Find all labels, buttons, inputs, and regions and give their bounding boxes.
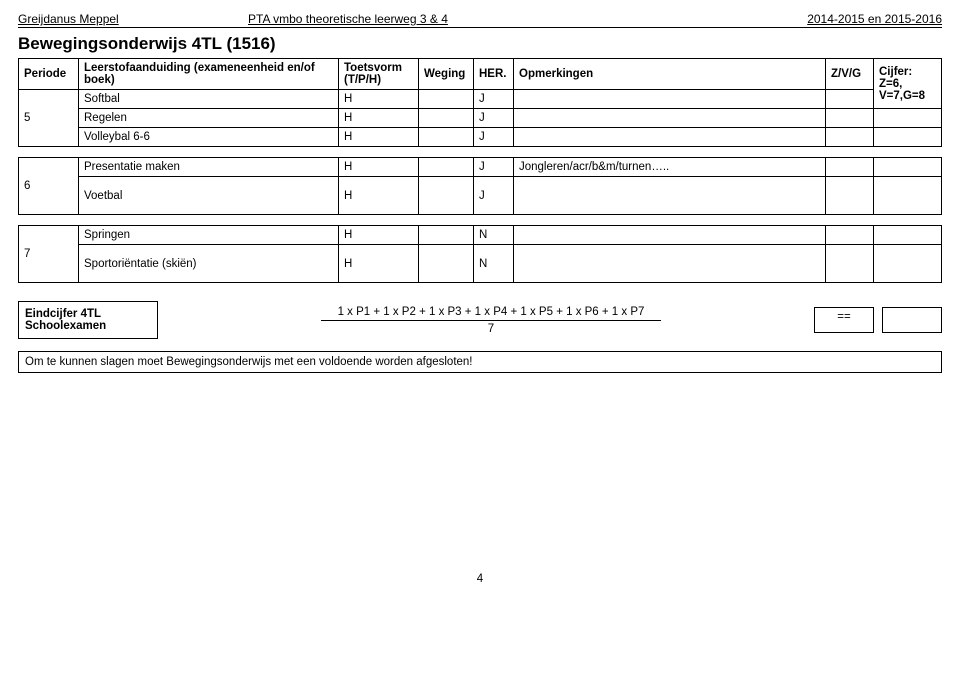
col-cijfer: Cijfer: Z=6, V=7,G=8 bbox=[874, 59, 942, 109]
cell-opm bbox=[514, 90, 826, 109]
formula-fraction: 1 x P1 + 1 x P2 + 1 x P3 + 1 x P4 + 1 x … bbox=[188, 306, 794, 335]
col-zvg: Z/V/G bbox=[826, 59, 874, 90]
cell-tv: H bbox=[339, 226, 419, 245]
formula-result bbox=[882, 307, 942, 333]
cell-cij bbox=[874, 245, 942, 283]
cell-her: J bbox=[474, 158, 514, 177]
cell-tv: H bbox=[339, 158, 419, 177]
cell-opm bbox=[514, 109, 826, 128]
cell-ls: Sportoriëntatie (skiën) bbox=[79, 245, 339, 283]
formula-label: Eindcijfer 4TL Schoolexamen bbox=[18, 301, 158, 339]
cell-wg bbox=[419, 109, 474, 128]
cell-cij bbox=[874, 128, 942, 147]
cell-cij bbox=[874, 177, 942, 215]
cell-zvg bbox=[826, 128, 874, 147]
cell-her: J bbox=[474, 109, 514, 128]
header-left: Greijdanus Meppel bbox=[18, 12, 248, 26]
cell-tv: H bbox=[339, 177, 419, 215]
table-block-1: Periode Leerstofaanduiding (exameneenhei… bbox=[18, 58, 942, 147]
table-row: 6 Presentatie maken H J Jongleren/acr/b&… bbox=[19, 158, 942, 177]
cell-ls: Volleybal 6-6 bbox=[79, 128, 339, 147]
cell-wg bbox=[419, 245, 474, 283]
table-block-2: 6 Presentatie maken H J Jongleren/acr/b&… bbox=[18, 157, 942, 215]
period-cell: 7 bbox=[19, 226, 79, 283]
header-center: PTA vmbo theoretische leerweg 3 & 4 bbox=[248, 12, 682, 26]
table-row: Volleybal 6-6 H J bbox=[19, 128, 942, 147]
cell-opm bbox=[514, 226, 826, 245]
page-number: 4 bbox=[18, 573, 942, 585]
formula-equals: == bbox=[814, 307, 874, 333]
cell-ls: Springen bbox=[79, 226, 339, 245]
cell-zvg bbox=[826, 90, 874, 109]
table-row: Regelen H J bbox=[19, 109, 942, 128]
cell-wg bbox=[419, 226, 474, 245]
cell-opm bbox=[514, 245, 826, 283]
cell-her: J bbox=[474, 177, 514, 215]
cell-her: N bbox=[474, 245, 514, 283]
cell-ls: Regelen bbox=[79, 109, 339, 128]
page-header: Greijdanus Meppel PTA vmbo theoretische … bbox=[18, 12, 942, 28]
formula-numerator: 1 x P1 + 1 x P2 + 1 x P3 + 1 x P4 + 1 x … bbox=[321, 306, 661, 321]
period-cell: 5 bbox=[19, 90, 79, 147]
cell-cij bbox=[874, 158, 942, 177]
cell-wg bbox=[419, 177, 474, 215]
table-row: Sportoriëntatie (skiën) H N bbox=[19, 245, 942, 283]
cell-her: J bbox=[474, 128, 514, 147]
period-cell: 6 bbox=[19, 158, 79, 215]
cell-cij bbox=[874, 109, 942, 128]
cell-opm bbox=[514, 177, 826, 215]
col-her: HER. bbox=[474, 59, 514, 90]
page-title: Bewegingsonderwijs 4TL (1516) bbox=[18, 34, 942, 54]
cell-zvg bbox=[826, 109, 874, 128]
cell-her: J bbox=[474, 90, 514, 109]
cell-zvg bbox=[826, 245, 874, 283]
cell-her: N bbox=[474, 226, 514, 245]
cell-wg bbox=[419, 128, 474, 147]
cell-opm: Jongleren/acr/b&m/turnen….. bbox=[514, 158, 826, 177]
formula-block: Eindcijfer 4TL Schoolexamen 1 x P1 + 1 x… bbox=[18, 301, 942, 339]
table-block-3: 7 Springen H N Sportoriëntatie (skiën) H… bbox=[18, 225, 942, 283]
cell-zvg bbox=[826, 177, 874, 215]
cell-ls: Presentatie maken bbox=[79, 158, 339, 177]
cell-cij bbox=[874, 226, 942, 245]
cell-wg bbox=[419, 90, 474, 109]
cell-ls: Voetbal bbox=[79, 177, 339, 215]
cell-zvg bbox=[826, 158, 874, 177]
note-box: Om te kunnen slagen moet Bewegingsonderw… bbox=[18, 351, 942, 373]
col-toetsvorm: Toetsvorm (T/P/H) bbox=[339, 59, 419, 90]
cell-tv: H bbox=[339, 245, 419, 283]
col-opm: Opmerkingen bbox=[514, 59, 826, 90]
cell-tv: H bbox=[339, 90, 419, 109]
table-header-row: Periode Leerstofaanduiding (exameneenhei… bbox=[19, 59, 942, 90]
cell-ls: Softbal bbox=[79, 90, 339, 109]
col-leerstof: Leerstofaanduiding (exameneenheid en/of … bbox=[79, 59, 339, 90]
header-right: 2014-2015 en 2015-2016 bbox=[682, 12, 942, 26]
col-weging: Weging bbox=[419, 59, 474, 90]
table-row: Voetbal H J bbox=[19, 177, 942, 215]
table-row: 7 Springen H N bbox=[19, 226, 942, 245]
cell-zvg bbox=[826, 226, 874, 245]
cell-opm bbox=[514, 128, 826, 147]
cell-tv: H bbox=[339, 128, 419, 147]
table-row: 5 Softbal H J bbox=[19, 90, 942, 109]
col-periode: Periode bbox=[19, 59, 79, 90]
cell-wg bbox=[419, 158, 474, 177]
formula-denominator: 7 bbox=[188, 321, 794, 335]
cell-tv: H bbox=[339, 109, 419, 128]
